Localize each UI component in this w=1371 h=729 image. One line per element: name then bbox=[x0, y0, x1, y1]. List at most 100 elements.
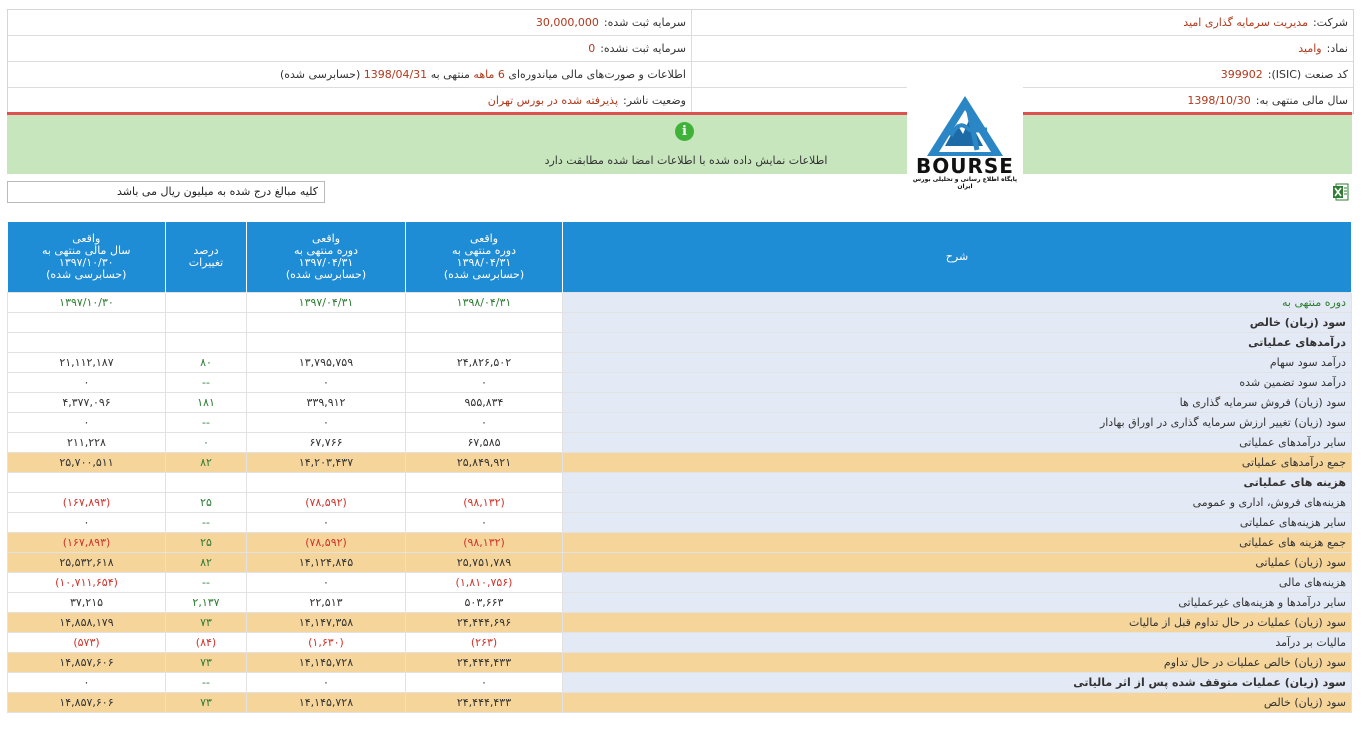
table-row: ۴,۳۷۷,۰۹۶ ۱۸۱ ۳۳۹,۹۱۲ ۹۵۵,۸۳۴ سود (زیان) فرو… bbox=[7, 392, 1352, 413]
table-header-row: واقعی سال مالی منتهی به ۱۳۹۷/۱۰/۳۰ (حساب… bbox=[7, 222, 1352, 293]
cell-c2 bbox=[165, 332, 247, 353]
row-description: سود (زیان) تغییر ارزش سرمایه گذاری در او… bbox=[562, 412, 1352, 433]
row-description: هزینه‌های مالی bbox=[562, 572, 1352, 593]
col-header-period-1397[interactable]: واقعی دوره منتهی به ۱۳۹۷/۰۴/۳۱ (حسابرسی … bbox=[246, 222, 406, 293]
cell-c4: ۱۳۹۸/۰۴/۳۱ bbox=[405, 292, 563, 313]
cell-c1 bbox=[7, 332, 166, 353]
cell-c3: ۰ bbox=[246, 372, 406, 393]
cell-c1: ۰ bbox=[7, 372, 166, 393]
cell-c4: ۲۵,۸۴۹,۹۲۱ bbox=[405, 452, 563, 473]
cell-c2: ۲,۱۳۷ bbox=[165, 592, 247, 613]
cell-c2 bbox=[165, 472, 247, 493]
row-description: سود (زیان) فروش سرمایه گذاری ها bbox=[562, 392, 1352, 413]
isic-label: کد صنعت (ISIC): bbox=[1267, 68, 1348, 81]
cell-c3: ۱۳۹۷/۰۴/۳۱ bbox=[246, 292, 406, 313]
row-description: سود (زیان) خالص bbox=[562, 692, 1352, 713]
bourse-triangle-icon bbox=[927, 96, 1003, 156]
row-description: سود (زیان) خالص bbox=[562, 312, 1352, 333]
row-description: مالیات بر درآمد bbox=[562, 632, 1352, 653]
col-header-fy1397[interactable]: واقعی سال مالی منتهی به ۱۳۹۷/۱۰/۳۰ (حساب… bbox=[7, 222, 166, 293]
company-cell: شرکت: مدیریت سرمایه گذاری امید bbox=[691, 10, 1353, 35]
symbol-value[interactable]: وامید bbox=[1298, 42, 1322, 55]
cell-c3 bbox=[246, 332, 406, 353]
capital-value: 30,000,000 bbox=[535, 16, 599, 29]
cell-c3: ۱۳,۷۹۵,۷۵۹ bbox=[246, 352, 406, 373]
cell-c2: ۸۲ bbox=[165, 452, 247, 473]
fiscal-cell: سال مالی منتهی به: 1398/10/30 bbox=[691, 88, 1353, 113]
report-date: 1398/04/31 bbox=[363, 68, 428, 81]
table-row: (۱۶۷,۸۹۳) ۲۵ (۷۸,۵۹۲) (۹۸,۱۳۲) هزینه‌های فرو… bbox=[7, 492, 1352, 513]
cell-c2: ۲۵ bbox=[165, 492, 247, 513]
symbol-cell: نماد: وامید bbox=[691, 36, 1353, 61]
cell-c3: ۳۳۹,۹۱۲ bbox=[246, 392, 406, 413]
cell-c1: (۱۰,۷۱۱,۶۵۴) bbox=[7, 572, 166, 593]
status-cell: وضعیت ناشر: پذیرفته شده در بورس تهران bbox=[8, 88, 691, 113]
cell-c2: -- bbox=[165, 672, 247, 693]
cell-c2: ۸۰ bbox=[165, 352, 247, 373]
cell-c1: ۳۷,۲۱۵ bbox=[7, 592, 166, 613]
bourse-wordmark: BOURSE bbox=[916, 154, 1014, 178]
row-description: سایر درآمدها و هزینه‌های غیرعملیاتی bbox=[562, 592, 1352, 613]
cell-c4: ۵۰۳,۶۶۳ bbox=[405, 592, 563, 613]
symbol-label: نماد: bbox=[1326, 42, 1348, 55]
bourse-logo[interactable]: BOURSE پایگاه اطلاع رسانی و تحلیلی بورس … bbox=[907, 80, 1023, 190]
table-row: (۵۷۳) (۸۴) (۱,۶۳۰) (۲۶۳) مالیات بر درآمد bbox=[7, 632, 1352, 653]
table-row: ۱۴,۸۵۸,۱۷۹ ۷۳ ۱۴,۱۴۷,۳۵۸ ۲۴,۴۴۴,۶۹۶ سود (زیا… bbox=[7, 612, 1352, 633]
col-header-period-1398[interactable]: واقعی دوره منتهی به ۱۳۹۸/۰۴/۳۱ (حسابرسی … bbox=[405, 222, 563, 293]
report-mid: منتهی به bbox=[430, 68, 470, 81]
report-period: 6 ماهه bbox=[473, 68, 505, 81]
cell-c1: ۰ bbox=[7, 412, 166, 433]
excel-export-icon[interactable] bbox=[1332, 183, 1349, 201]
cell-c3 bbox=[246, 472, 406, 493]
cell-c2 bbox=[165, 312, 247, 333]
table-row: ۲۵,۵۳۲,۶۱۸ ۸۲ ۱۴,۱۲۴,۸۴۵ ۲۵,۷۵۱,۷۸۹ سود (زیا… bbox=[7, 552, 1352, 573]
status-label: وضعیت ناشر: bbox=[623, 94, 686, 107]
cell-c1: ۰ bbox=[7, 672, 166, 693]
unreg-capital-cell: سرمایه ثبت نشده: 0 bbox=[8, 36, 691, 61]
cell-c1: ۲۵,۷۰۰,۵۱۱ bbox=[7, 452, 166, 473]
cell-c2: -- bbox=[165, 372, 247, 393]
company-value[interactable]: مدیریت سرمایه گذاری امید bbox=[1183, 16, 1308, 29]
cell-c4: ۲۴,۴۴۴,۴۳۳ bbox=[405, 652, 563, 673]
table-row: ۱۳۹۷/۱۰/۳۰ ۱۳۹۷/۰۴/۳۱ ۱۳۹۸/۰۴/۳۱ دوره منتهی… bbox=[7, 292, 1352, 313]
cell-c1: (۱۶۷,۸۹۳) bbox=[7, 492, 166, 513]
cell-c3 bbox=[246, 312, 406, 333]
cell-c4: ۶۷,۵۸۵ bbox=[405, 432, 563, 453]
cell-c3: ۱۴,۱۴۵,۷۲۸ bbox=[246, 652, 406, 673]
row-description: سود (زیان) خالص عملیات در حال تداوم bbox=[562, 652, 1352, 673]
table-row: ۳۷,۲۱۵ ۲,۱۳۷ ۲۲,۵۱۳ ۵۰۳,۶۶۳ سایر درآمدها و ه… bbox=[7, 592, 1352, 613]
cell-c2: ۰ bbox=[165, 432, 247, 453]
unreg-capital-value: 0 bbox=[588, 42, 596, 55]
cell-c2: ۸۲ bbox=[165, 552, 247, 573]
table-row: ۲۱,۱۱۲,۱۸۷ ۸۰ ۱۳,۷۹۵,۷۵۹ ۲۴,۸۲۶,۵۰۲ درآمد سو… bbox=[7, 352, 1352, 373]
row-description: سود (زیان) عملیات متوقف شده پس از اثر ما… bbox=[562, 672, 1352, 693]
cell-c2: ۷۳ bbox=[165, 692, 247, 713]
header-row-1: سرمایه ثبت شده: 30,000,000 شرکت: مدیریت … bbox=[8, 10, 1353, 36]
cell-c1: ۲۱۱,۲۲۸ bbox=[7, 432, 166, 453]
cell-c1: ۱۴,۸۵۸,۱۷۹ bbox=[7, 612, 166, 633]
cell-c1: ۲۵,۵۳۲,۶۱۸ bbox=[7, 552, 166, 573]
cell-c1 bbox=[7, 312, 166, 333]
row-description: سایر درآمدهای عملیاتی bbox=[562, 432, 1352, 453]
table-body: ۱۳۹۷/۱۰/۳۰ ۱۳۹۷/۰۴/۳۱ ۱۳۹۸/۰۴/۳۱ دوره منتهی… bbox=[7, 292, 1352, 713]
cell-c4 bbox=[405, 312, 563, 333]
cell-c4: (۹۸,۱۳۲) bbox=[405, 492, 563, 513]
cell-c4 bbox=[405, 472, 563, 493]
cell-c3: ۰ bbox=[246, 512, 406, 533]
cell-c1: ۲۱,۱۱۲,۱۸۷ bbox=[7, 352, 166, 373]
col-header-change-percent[interactable]: درصد تغییرات bbox=[165, 222, 247, 293]
table-row: سود (زیان) خالص bbox=[7, 312, 1352, 333]
col-header-description[interactable]: شرح bbox=[562, 222, 1352, 293]
row-description: جمع درآمدهای عملیاتی bbox=[562, 452, 1352, 473]
table-row: ۰ -- ۰ ۰ سایر هزینه‌های عملیاتی bbox=[7, 512, 1352, 533]
table-row: ۲۱۱,۲۲۸ ۰ ۶۷,۷۶۶ ۶۷,۵۸۵ سایر درآمدهای عملیات… bbox=[7, 432, 1352, 453]
cell-c1: ۰ bbox=[7, 512, 166, 533]
row-description: درآمدهای عملیاتی bbox=[562, 332, 1352, 353]
table-row: (۱۰,۷۱۱,۶۵۴) -- ۰ (۱,۸۱۰,۷۵۶) هزینه‌های مالی bbox=[7, 572, 1352, 593]
row-description: درآمد سود تضمین شده bbox=[562, 372, 1352, 393]
cell-c2: ۷۳ bbox=[165, 652, 247, 673]
cell-c4: ۲۴,۴۴۴,۴۳۳ bbox=[405, 692, 563, 713]
isic-value: 399902 bbox=[1220, 68, 1263, 81]
row-description: سایر هزینه‌های عملیاتی bbox=[562, 512, 1352, 533]
row-description: سود (زیان) عملیات در حال تداوم قبل از ما… bbox=[562, 612, 1352, 633]
